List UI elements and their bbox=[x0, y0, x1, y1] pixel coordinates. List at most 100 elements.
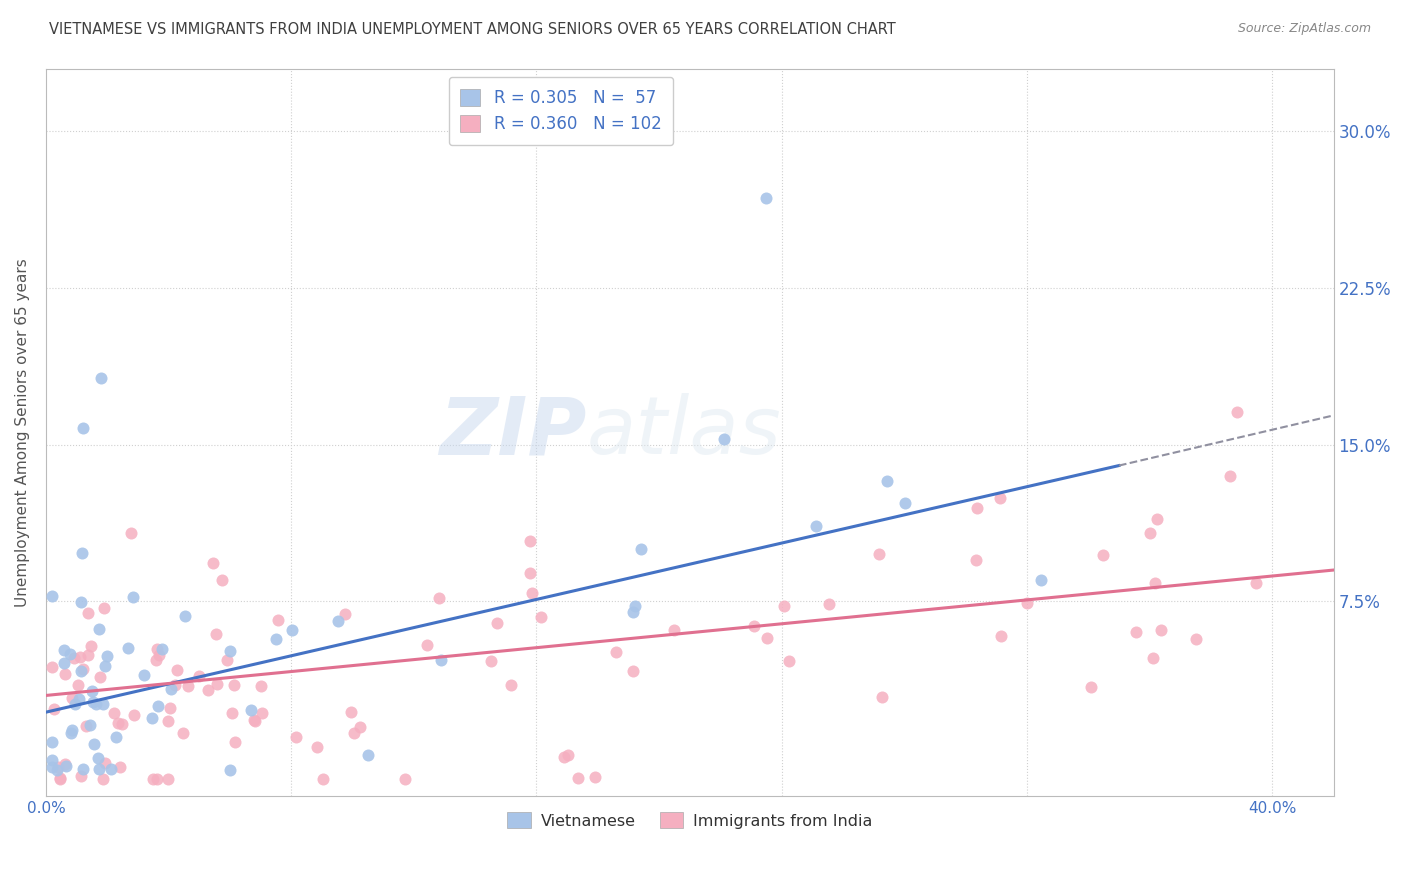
Point bbox=[86, 751, 108, 765]
Point bbox=[67, 678, 90, 692]
Point bbox=[965, 552, 987, 566]
Point bbox=[221, 706, 243, 720]
Point bbox=[60, 723, 83, 738]
Point bbox=[630, 542, 652, 557]
Point bbox=[145, 653, 167, 667]
Point bbox=[94, 659, 117, 673]
Point bbox=[59, 648, 82, 662]
Point bbox=[312, 772, 335, 786]
Point bbox=[41, 735, 63, 749]
Point bbox=[72, 762, 94, 776]
Point bbox=[90, 371, 112, 385]
Point bbox=[1219, 469, 1241, 483]
Point bbox=[63, 697, 86, 711]
Point bbox=[205, 627, 228, 641]
Point bbox=[76, 648, 98, 662]
Point bbox=[70, 665, 93, 679]
Point bbox=[69, 650, 91, 665]
Point bbox=[87, 762, 110, 776]
Point bbox=[557, 747, 579, 762]
Point bbox=[621, 605, 644, 619]
Point bbox=[553, 749, 575, 764]
Point bbox=[55, 667, 77, 681]
Point bbox=[55, 759, 77, 773]
Point bbox=[713, 433, 735, 447]
Point bbox=[96, 648, 118, 663]
Point bbox=[870, 690, 893, 704]
Point bbox=[205, 677, 228, 691]
Point bbox=[53, 656, 76, 670]
Point bbox=[211, 573, 233, 587]
Point bbox=[75, 719, 97, 733]
Point bbox=[778, 654, 800, 668]
Point bbox=[224, 734, 246, 748]
Point bbox=[63, 651, 86, 665]
Point bbox=[1244, 576, 1267, 591]
Point bbox=[176, 679, 198, 693]
Point bbox=[416, 638, 439, 652]
Point bbox=[166, 663, 188, 677]
Point bbox=[83, 738, 105, 752]
Point bbox=[605, 645, 627, 659]
Point bbox=[519, 566, 541, 581]
Point bbox=[105, 731, 128, 745]
Point bbox=[146, 698, 169, 713]
Point bbox=[91, 697, 114, 711]
Point bbox=[520, 586, 543, 600]
Point bbox=[103, 706, 125, 721]
Text: Source: ZipAtlas.com: Source: ZipAtlas.com bbox=[1237, 22, 1371, 36]
Point bbox=[662, 623, 685, 637]
Point bbox=[84, 698, 107, 712]
Point bbox=[219, 644, 242, 658]
Point bbox=[583, 770, 606, 784]
Point bbox=[80, 639, 103, 653]
Point bbox=[141, 711, 163, 725]
Point bbox=[94, 756, 117, 770]
Point bbox=[250, 706, 273, 720]
Point bbox=[1144, 575, 1167, 590]
Point bbox=[122, 590, 145, 604]
Point bbox=[742, 619, 765, 633]
Point bbox=[122, 708, 145, 723]
Point bbox=[215, 653, 238, 667]
Point bbox=[1146, 512, 1168, 526]
Point bbox=[67, 691, 90, 706]
Point bbox=[806, 519, 828, 533]
Point bbox=[45, 764, 67, 778]
Point bbox=[818, 597, 841, 611]
Point bbox=[339, 705, 361, 719]
Point bbox=[100, 762, 122, 776]
Point bbox=[41, 753, 63, 767]
Point bbox=[1092, 548, 1115, 562]
Point bbox=[148, 648, 170, 662]
Point bbox=[501, 678, 523, 692]
Point bbox=[623, 664, 645, 678]
Point bbox=[91, 772, 114, 786]
Point bbox=[53, 757, 76, 772]
Point bbox=[1080, 680, 1102, 694]
Point bbox=[486, 615, 509, 630]
Point bbox=[285, 730, 308, 744]
Point bbox=[60, 690, 83, 705]
Point bbox=[117, 641, 139, 656]
Text: VIETNAMESE VS IMMIGRANTS FROM INDIA UNEMPLOYMENT AMONG SENIORS OVER 65 YEARS COR: VIETNAMESE VS IMMIGRANTS FROM INDIA UNEM… bbox=[49, 22, 896, 37]
Point bbox=[134, 668, 156, 682]
Point bbox=[82, 695, 104, 709]
Point bbox=[1015, 596, 1038, 610]
Y-axis label: Unemployment Among Seniors over 65 years: Unemployment Among Seniors over 65 years bbox=[15, 258, 30, 607]
Point bbox=[108, 760, 131, 774]
Point bbox=[49, 772, 72, 786]
Point bbox=[107, 715, 129, 730]
Point bbox=[93, 601, 115, 615]
Point bbox=[243, 713, 266, 727]
Point bbox=[89, 670, 111, 684]
Point bbox=[150, 641, 173, 656]
Point bbox=[328, 614, 350, 628]
Point bbox=[120, 525, 142, 540]
Point bbox=[142, 772, 165, 786]
Point bbox=[429, 652, 451, 666]
Point bbox=[343, 726, 366, 740]
Point bbox=[224, 678, 246, 692]
Point bbox=[159, 681, 181, 696]
Point bbox=[1125, 624, 1147, 639]
